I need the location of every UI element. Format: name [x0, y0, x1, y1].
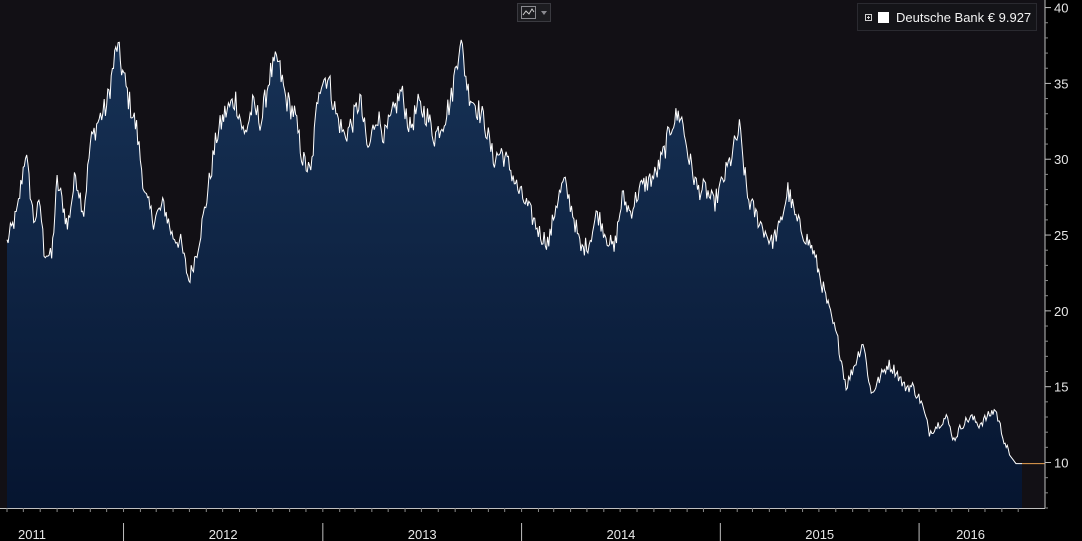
y-tick-label: 35 — [1054, 76, 1068, 91]
x-tick-label: 2016 — [956, 527, 985, 541]
chevron-down-icon[interactable] — [541, 10, 547, 15]
y-tick-label: 40 — [1054, 1, 1068, 16]
legend: Deutsche Bank € 9.927 — [857, 3, 1037, 31]
x-tick-label: 2013 — [408, 527, 437, 541]
expand-toggle-icon[interactable] — [865, 13, 872, 21]
y-tick-label: 25 — [1054, 228, 1068, 243]
x-tick-label: 2014 — [606, 527, 635, 541]
legend-swatch — [878, 11, 889, 23]
series-area-fill — [7, 39, 1022, 509]
x-axis: 2011 2012 2013 2014 2015 2016 — [0, 508, 1045, 541]
line-chart-icon — [521, 6, 536, 19]
y-tick-label: 30 — [1054, 152, 1068, 167]
y-axis: 10 15 20 25 30 35 40 — [1044, 0, 1068, 509]
x-tick-label: 2011 — [18, 527, 46, 541]
x-tick-label: 2015 — [805, 527, 834, 541]
y-tick-label: 20 — [1054, 304, 1068, 319]
y-tick-label: 10 — [1054, 456, 1068, 471]
y-tick-label: 15 — [1054, 380, 1068, 395]
series-line — [6, 39, 1022, 465]
chart-type-button[interactable] — [517, 3, 551, 22]
legend-label: Deutsche Bank € 9.927 — [896, 9, 1032, 25]
x-tick-label: 2012 — [209, 527, 238, 541]
